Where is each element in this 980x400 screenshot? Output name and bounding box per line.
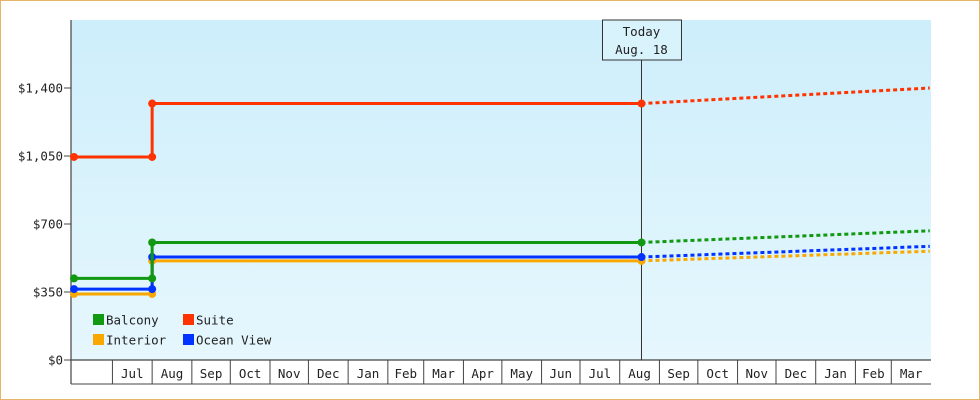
data-point-suite	[637, 99, 646, 108]
legend-swatch-suite	[183, 314, 194, 325]
x-tick-label: Nov	[745, 366, 768, 381]
legend-swatch-interior	[93, 334, 104, 345]
legend-swatch-ocean-view	[183, 334, 194, 345]
x-tick-label: Feb	[862, 366, 885, 381]
legend-label-interior: Interior	[106, 333, 167, 348]
x-tick-label: Mar	[900, 366, 923, 381]
forecast-line-balcony	[641, 229, 930, 244]
forecast-line-ocean-view	[641, 244, 930, 259]
x-tick-label: Mar	[432, 366, 455, 381]
x-tick-label: Aug	[628, 366, 651, 381]
data-point-suite	[148, 99, 157, 108]
legend: Balcony Suite Interior Ocean View	[93, 313, 272, 348]
x-tick-label: Oct	[706, 366, 729, 381]
today-marker: Today Aug. 18	[601, 19, 682, 360]
x-axis: Jul Aug Sep Oct Nov Dec Jan Feb Mar Apr May Jun Jul A…	[71, 359, 931, 385]
data-point-balcony	[637, 238, 646, 247]
data-point-ocean-view	[148, 285, 157, 294]
legend-label-balcony: Balcony	[106, 313, 159, 328]
plot-background	[71, 20, 931, 360]
data-point-balcony	[70, 274, 78, 283]
x-tick-label: Oct	[239, 366, 262, 381]
today-date-label: Aug. 18	[615, 42, 668, 57]
today-label-box	[601, 19, 682, 61]
x-tick-label: Dec	[785, 366, 808, 381]
x-tick-label: Jun	[549, 366, 572, 381]
y-tick-label: $350	[33, 285, 63, 300]
legend-swatch-balcony	[93, 314, 104, 325]
x-tick-label: Sep	[200, 366, 223, 381]
legend-label-suite: Suite	[196, 313, 234, 328]
x-tick-label: Feb	[394, 366, 417, 381]
y-axis: $0 $350 $700 $1,050 $1,400	[18, 20, 72, 384]
forecast-line-interior	[641, 249, 930, 263]
data-point-suite	[70, 152, 78, 161]
data-point-ocean-view	[637, 253, 646, 262]
series-line-suite	[74, 102, 642, 159]
x-tick-label: Sep	[667, 366, 690, 381]
data-point-balcony	[148, 274, 157, 283]
x-tick-label: Dec	[317, 366, 340, 381]
x-tick-label: May	[510, 366, 533, 381]
x-tick-label: Jan	[357, 366, 380, 381]
legend-label-ocean-view: Ocean View	[196, 333, 272, 348]
today-label: Today	[623, 24, 661, 39]
data-point-suite	[148, 152, 157, 161]
x-tick-label: Jul	[589, 366, 612, 381]
y-tick-label: $700	[33, 217, 63, 232]
x-tick-label: Apr	[471, 366, 494, 381]
data-point-ocean-view	[70, 285, 78, 294]
series-lines	[70, 86, 930, 298]
y-tick-label: $0	[48, 353, 63, 368]
forecast-line-suite	[641, 86, 930, 106]
y-tick-label: $1,050	[18, 149, 63, 164]
x-tick-label: Aug	[161, 366, 184, 381]
x-tick-label: Jul	[121, 366, 144, 381]
data-point-balcony	[148, 238, 157, 247]
series-line-balcony	[74, 240, 642, 280]
y-tick-label: $1,400	[18, 81, 63, 96]
x-tick-label: Jan	[824, 366, 847, 381]
x-tick-label: Nov	[278, 366, 301, 381]
